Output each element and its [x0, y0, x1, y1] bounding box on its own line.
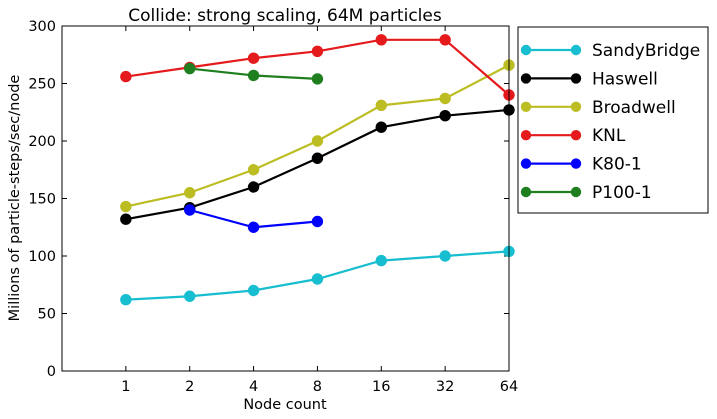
y-tick-label: 50	[38, 307, 56, 323]
legend-marker	[570, 44, 582, 56]
series-line	[125, 108, 510, 221]
legend-label: SandyBridge	[592, 41, 700, 61]
legend-item: KNL	[520, 126, 626, 146]
data-point	[120, 70, 132, 83]
data-point	[375, 121, 387, 133]
x-tick-label: 32	[436, 379, 454, 395]
legend-marker	[520, 101, 532, 113]
x-tick-label: 1	[121, 379, 130, 395]
legend-marker	[570, 73, 582, 84]
data-point	[375, 34, 387, 46]
y-tick-label: 250	[28, 77, 56, 93]
series-sandybridge	[120, 245, 515, 306]
data-point	[247, 221, 260, 233]
series-knl	[120, 34, 515, 101]
legend-marker	[570, 130, 582, 141]
data-point	[184, 290, 196, 302]
chart-title: Collide: strong scaling, 64M particles	[128, 6, 442, 26]
data-point	[184, 204, 196, 216]
legend: SandyBridge Haswell Broadwell KNL K80-1 P100-…	[517, 26, 709, 214]
x-tick-label: 4	[249, 379, 258, 395]
data-point	[184, 187, 196, 199]
data-point	[439, 250, 451, 262]
legend-label: K80-1	[592, 155, 642, 175]
data-point	[247, 164, 260, 176]
legend-marker	[520, 44, 532, 56]
data-point	[247, 52, 260, 64]
y-axis-label: Millions of particle-steps/sec/node	[7, 75, 23, 322]
legend-label: Haswell	[592, 69, 658, 89]
data-point	[311, 73, 324, 85]
legend-marker	[570, 101, 582, 113]
series-haswell	[120, 104, 515, 225]
data-point	[375, 254, 387, 267]
data-point	[439, 34, 451, 46]
legend-item: Broadwell	[520, 98, 676, 118]
legend-marker	[570, 158, 582, 169]
legend-item: P100-1	[520, 183, 652, 203]
plot-frame	[61, 25, 510, 372]
x-axis-label: Node count	[243, 397, 327, 413]
data-point	[311, 152, 324, 164]
series-p100-1	[184, 62, 324, 85]
data-point	[311, 135, 324, 147]
data-point	[311, 273, 324, 285]
data-point	[375, 99, 387, 112]
data-point	[311, 215, 324, 228]
data-point	[247, 284, 260, 297]
legend-marker	[520, 158, 532, 169]
x-tick-label: 2	[185, 379, 194, 395]
legend-item: SandyBridge	[520, 41, 700, 61]
series-k80-1	[184, 204, 324, 233]
data-point	[120, 213, 132, 225]
data-point	[120, 200, 132, 213]
legend-marker	[520, 130, 532, 141]
data-point	[439, 110, 451, 122]
legend-item: K80-1	[520, 155, 642, 175]
data-point	[247, 69, 260, 82]
y-tick-label: 150	[28, 192, 56, 208]
legend-label: KNL	[592, 126, 626, 146]
x-axis-ticks: 1 2 4 8 16 32 64	[121, 26, 518, 395]
legend-marker	[520, 73, 532, 84]
data-point	[184, 62, 196, 75]
y-tick-label: 0	[47, 364, 56, 380]
legend-marker	[520, 186, 532, 198]
y-tick-label: 100	[28, 249, 56, 265]
data-point	[120, 294, 132, 306]
legend-box	[517, 26, 709, 214]
legend-label: P100-1	[592, 183, 652, 203]
legend-item: Haswell	[520, 69, 658, 89]
x-tick-label: 16	[372, 379, 390, 395]
legend-label: Broadwell	[592, 98, 676, 118]
data-point	[439, 92, 451, 105]
series-broadwell	[120, 59, 515, 213]
data-point	[311, 45, 324, 57]
data-point	[247, 181, 260, 193]
legend-marker	[570, 186, 582, 198]
x-tick-label: 64	[500, 379, 518, 395]
y-axis-ticks: 0 50 100 150 200 250 300	[28, 19, 509, 380]
x-tick-label: 8	[313, 379, 322, 395]
y-tick-label: 200	[28, 134, 56, 150]
series-group	[120, 34, 515, 306]
y-tick-label: 300	[28, 19, 56, 35]
